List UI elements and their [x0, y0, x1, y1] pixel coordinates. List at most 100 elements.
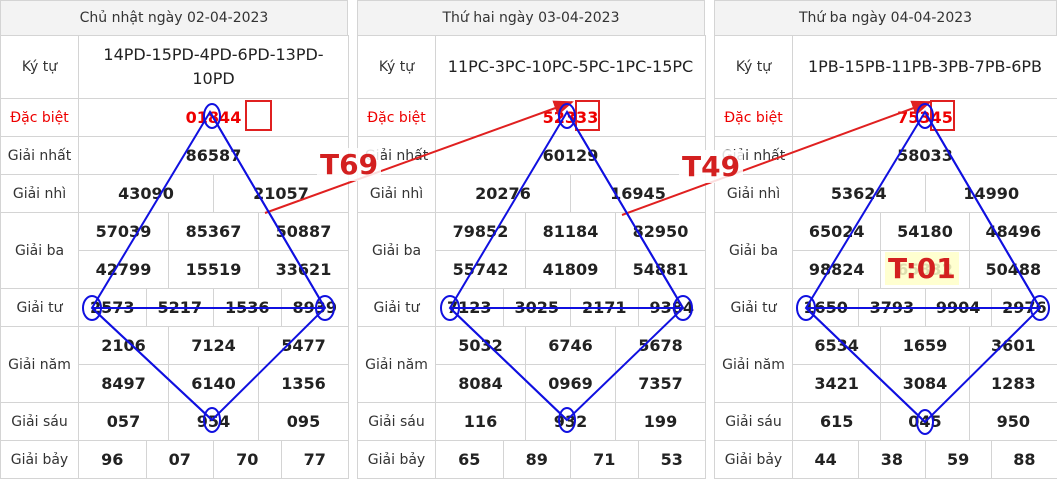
- prize-number: 932: [525, 402, 616, 441]
- row-label: Giải năm: [357, 326, 436, 403]
- prize-number: 14PD-15PD-4PD-6PD-13PD-10PD: [78, 35, 349, 99]
- prize-number: 950: [968, 402, 1057, 441]
- prize-number: 42799: [78, 250, 169, 289]
- row-label: Giải năm: [0, 326, 79, 403]
- prize-number: 1PB-15PB-11PB-3PB-7PB-6PB: [792, 35, 1057, 99]
- prize-number: 9904: [924, 288, 992, 327]
- prize-number: 615: [792, 402, 882, 441]
- prize-number: 2106: [78, 326, 169, 365]
- prize-number: 71: [570, 440, 639, 479]
- prize-number: 48496: [968, 212, 1057, 251]
- prize-number: 1283: [968, 364, 1057, 403]
- row-label: Giải tư: [357, 288, 436, 327]
- prize-number: 89: [502, 440, 571, 479]
- prize-number: 54881: [615, 250, 706, 289]
- prize-number: 3421: [792, 364, 882, 403]
- prize-number: 7123: [435, 288, 504, 327]
- table-header: Thứ ba ngày 04-04-2023: [714, 0, 1057, 36]
- prize-number: 8939: [280, 288, 349, 327]
- prize-number: 6140: [168, 364, 259, 403]
- row-label: Giải tư: [714, 288, 793, 327]
- prize-number: 6746: [525, 326, 616, 365]
- prize-number: 7124: [168, 326, 259, 365]
- prize-number: 095: [258, 402, 349, 441]
- annotation: T49: [679, 150, 744, 183]
- prize-number: 96: [78, 440, 147, 479]
- prize-number: 65024: [792, 212, 882, 251]
- prize-number: 01844: [78, 98, 349, 137]
- prize-number: 1659: [880, 326, 970, 365]
- prize-number: 65: [435, 440, 504, 479]
- prize-number: 86587: [78, 136, 349, 175]
- prize-number: 82950: [615, 212, 706, 251]
- row-label: Giải bảy: [714, 440, 793, 479]
- row-label: Đặc biệt: [357, 98, 436, 137]
- row-label: Giải tư: [0, 288, 79, 327]
- prize-number: 3601: [968, 326, 1057, 365]
- prize-number: 70: [213, 440, 282, 479]
- prize-number: 50488: [968, 250, 1057, 289]
- prize-number: 53624: [792, 174, 926, 213]
- prize-number: 58033: [792, 136, 1057, 175]
- prize-number: 53: [637, 440, 706, 479]
- prize-number: 9384: [637, 288, 706, 327]
- prize-number: 2573: [78, 288, 147, 327]
- row-label: Giải sáu: [0, 402, 79, 441]
- prize-number: 2976: [990, 288, 1057, 327]
- prize-number: 954: [168, 402, 259, 441]
- prize-number: 98824: [792, 250, 882, 289]
- prize-number: 8084: [435, 364, 526, 403]
- prize-number: 1356: [258, 364, 349, 403]
- prize-number: 33621: [258, 250, 349, 289]
- row-label: Giải ba: [714, 212, 793, 289]
- row-label: Giải năm: [714, 326, 793, 403]
- prize-number: 0969: [525, 364, 616, 403]
- prize-number: 57039: [78, 212, 169, 251]
- prize-number: 7357: [615, 364, 706, 403]
- row-label: Giải ba: [0, 212, 79, 289]
- prize-number: 14990: [924, 174, 1057, 213]
- prize-number: 50887: [258, 212, 349, 251]
- prize-number: 20276: [435, 174, 571, 213]
- prize-number: 3793: [858, 288, 926, 327]
- table-header: Chủ nhật ngày 02-04-2023: [0, 0, 348, 36]
- prize-number: 38: [858, 440, 926, 479]
- row-label: Giải nhì: [0, 174, 79, 213]
- prize-number: 5217: [145, 288, 214, 327]
- row-label: Giải ba: [357, 212, 436, 289]
- row-label: Đặc biệt: [0, 98, 79, 137]
- prize-number: 15519: [168, 250, 259, 289]
- prize-number: 1536: [213, 288, 282, 327]
- prize-number: 43090: [78, 174, 214, 213]
- prize-number: 41809: [525, 250, 616, 289]
- annotation: T:01: [885, 252, 959, 285]
- row-label: Đặc biệt: [714, 98, 793, 137]
- prize-number: 85367: [168, 212, 259, 251]
- prize-number: 11PC-3PC-10PC-5PC-1PC-15PC: [435, 35, 706, 99]
- row-label: Giải sáu: [357, 402, 436, 441]
- prize-number: 77: [280, 440, 349, 479]
- prize-number: 55742: [435, 250, 526, 289]
- prize-number: 3025: [502, 288, 571, 327]
- prize-number: 52333: [435, 98, 706, 137]
- prize-number: 07: [145, 440, 214, 479]
- prize-number: 60129: [435, 136, 706, 175]
- row-label: Giải bảy: [357, 440, 436, 479]
- row-label: Giải nhất: [0, 136, 79, 175]
- row-label: Ký tự: [357, 35, 436, 99]
- prize-number: 2171: [570, 288, 639, 327]
- prize-number: 79852: [435, 212, 526, 251]
- prize-number: 057: [78, 402, 169, 441]
- prize-number: 59: [924, 440, 992, 479]
- prize-number: 8497: [78, 364, 169, 403]
- prize-number: 6534: [792, 326, 882, 365]
- prize-number: 199: [615, 402, 706, 441]
- prize-number: 44: [792, 440, 860, 479]
- prize-number: 045: [880, 402, 970, 441]
- prize-number: 54180: [880, 212, 970, 251]
- row-label: Ký tự: [714, 35, 793, 99]
- row-label: Giải sáu: [714, 402, 793, 441]
- prize-number: 5477: [258, 326, 349, 365]
- prize-number: 5678: [615, 326, 706, 365]
